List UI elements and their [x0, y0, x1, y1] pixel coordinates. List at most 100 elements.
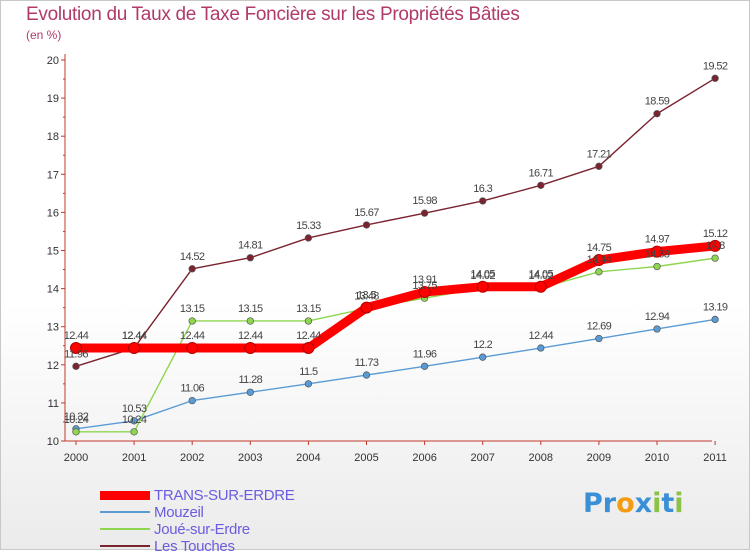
- data-point: [479, 353, 487, 361]
- data-point: [595, 268, 603, 276]
- logo-letter: o: [616, 488, 635, 519]
- data-point: [711, 74, 719, 82]
- y-tick-label: 17: [47, 169, 59, 181]
- data-label: 15.67: [354, 207, 379, 219]
- series-line-0: [71, 241, 720, 353]
- data-point: [711, 254, 719, 262]
- legend-label: Mouzeil: [154, 504, 204, 521]
- data-label: 12.44: [64, 330, 89, 342]
- series-line-3: [75, 77, 716, 368]
- x-tick-label: 2009: [587, 452, 611, 464]
- data-point: [537, 344, 545, 352]
- data-label: 12.94: [645, 311, 670, 323]
- y-tick-label: 18: [47, 131, 59, 143]
- logo-letter: x: [634, 488, 653, 519]
- data-label: 16.3: [473, 183, 492, 195]
- data-label: 10.32: [64, 411, 89, 423]
- x-tick-label: 2000: [64, 452, 88, 464]
- x-tick-label: 2001: [122, 452, 146, 464]
- data-label: 10.24: [122, 414, 147, 426]
- data-label: 14.58: [645, 249, 670, 261]
- series-lines: [71, 77, 720, 433]
- data-point: [188, 317, 196, 325]
- legend-label: Les Touches: [154, 538, 235, 555]
- data-point: [595, 334, 603, 343]
- y-tick-label: 14: [47, 284, 59, 296]
- data-point: [304, 234, 313, 242]
- y-tick-label: 19: [47, 93, 59, 105]
- y-tick-label: 20: [47, 55, 59, 67]
- data-label: 14.02: [470, 270, 495, 282]
- chart-subtitle: (en %): [26, 28, 62, 42]
- data-point: [130, 417, 138, 425]
- data-point: [595, 162, 603, 170]
- data-label: 12.44: [296, 330, 321, 342]
- data-label: 11.96: [64, 348, 88, 360]
- data-point: [188, 396, 196, 405]
- data-label: 11.28: [238, 374, 262, 386]
- x-tick-label: 2010: [645, 452, 669, 464]
- series-points: [70, 74, 722, 436]
- data-point: [188, 265, 196, 273]
- data-label: 13.19: [703, 301, 728, 313]
- data-point: [653, 325, 661, 333]
- data-point: [711, 315, 719, 324]
- data-point: [420, 209, 429, 217]
- x-tick-label: 2002: [180, 452, 204, 464]
- data-point: [420, 362, 429, 370]
- y-tick-label: 11: [48, 398, 59, 410]
- data-label: 14.02: [529, 270, 554, 282]
- data-point: [246, 254, 254, 262]
- logo-letter: i: [652, 488, 662, 519]
- data-label: 10.24: [64, 414, 89, 426]
- data-point: [479, 197, 487, 205]
- series-line-1: [75, 318, 716, 430]
- data-point: [72, 362, 80, 370]
- x-tick-label: 2006: [412, 452, 436, 464]
- data-label: 14.05: [470, 269, 495, 281]
- data-point: [592, 254, 605, 267]
- data-label: 13.15: [180, 303, 205, 315]
- data-label: 14.44: [587, 254, 612, 266]
- data-label: 12.2: [473, 339, 492, 351]
- legend-swatch: [100, 545, 150, 547]
- x-tick-label: 2008: [529, 452, 553, 464]
- data-label: 19.52: [703, 60, 728, 72]
- y-tick-label: 16: [47, 207, 59, 219]
- data-point: [246, 388, 254, 396]
- data-label: 14.81: [238, 240, 263, 252]
- data-label: 10.53: [122, 403, 147, 415]
- data-label: 14.8: [706, 240, 725, 252]
- data-label: 13.48: [354, 290, 379, 302]
- legend-swatch: [100, 528, 150, 530]
- data-label: 11.06: [180, 383, 204, 395]
- x-tick-label: 2005: [354, 452, 378, 464]
- data-point: [304, 380, 313, 388]
- data-label: 13.75: [412, 280, 437, 292]
- data-point: [653, 262, 661, 271]
- data-point: [70, 342, 82, 355]
- data-point: [476, 280, 489, 293]
- data-point: [362, 371, 371, 379]
- y-tick-label: 12: [47, 360, 59, 372]
- x-tick-label: 2003: [238, 452, 262, 464]
- data-point: [534, 280, 547, 293]
- data-label: 13.15: [238, 303, 263, 315]
- legend-label: TRANS-SUR-ERDRE: [154, 487, 295, 504]
- data-label: 15.12: [703, 228, 728, 240]
- data-label: 17.21: [587, 148, 612, 160]
- data-label: 15.33: [296, 220, 321, 232]
- data-point: [418, 286, 431, 299]
- data-label: 16.71: [529, 167, 554, 179]
- data-label: 13.15: [296, 303, 321, 315]
- legend-swatch: [100, 490, 150, 500]
- data-point: [302, 342, 315, 355]
- data-label: 18.59: [645, 96, 670, 108]
- data-label: 12.44: [529, 330, 554, 342]
- logo-letter: t: [661, 488, 675, 519]
- y-tick-label: 15: [47, 246, 59, 258]
- data-point: [537, 181, 545, 189]
- data-label: 11.96: [413, 348, 437, 360]
